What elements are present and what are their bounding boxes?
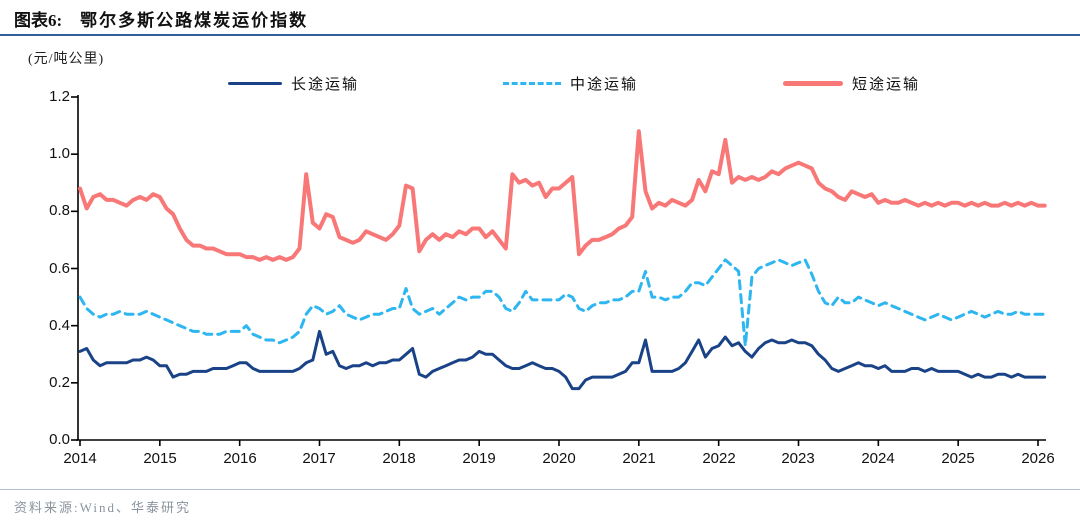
y-tick-label: 0.8 — [49, 202, 70, 219]
x-tick-label: 2021 — [622, 450, 656, 467]
x-tick-label: 2026 — [1021, 450, 1055, 467]
y-tick-label: 0.4 — [49, 317, 70, 334]
long-distance-line-swatch-icon — [228, 81, 282, 85]
legend-label-short-distance: 短途运输 — [852, 76, 921, 93]
x-tick-label: 2023 — [781, 450, 815, 467]
short-distance-line-swatch-icon — [783, 80, 843, 86]
x-tick-label: 2016 — [223, 450, 257, 467]
legend-label-mid-distance: 中途运输 — [570, 76, 639, 93]
mid-distance-dashed-line-swatch-icon — [503, 81, 561, 85]
y-tick-label: 1.2 — [49, 88, 70, 105]
y-tick-label: 0.6 — [49, 260, 70, 277]
x-tick-label: 2022 — [702, 450, 736, 467]
x-tick-label: 2019 — [462, 450, 496, 467]
y-tick-label: 0.0 — [49, 431, 70, 448]
y-tick-label: 0.2 — [49, 374, 70, 391]
source-text: 资料来源:Wind、华泰研究 — [14, 500, 191, 515]
x-tick-label: 2017 — [302, 450, 336, 467]
short-distance-series-line — [78, 129, 1047, 262]
figure-title: 鄂尔多斯公路煤炭运价指数 — [80, 11, 309, 30]
y-tick-label: 1.0 — [49, 145, 70, 162]
chart-legend: 长途运输 中途运输 短途运输 — [0, 72, 1080, 94]
figure-label: 图表6: — [14, 11, 63, 30]
x-tick-label: 2014 — [63, 450, 97, 467]
legend-item-long-distance: 长途运输 — [228, 72, 359, 94]
x-tick-label: 2018 — [382, 450, 416, 467]
footer-rule — [0, 489, 1080, 490]
legend-item-short-distance: 短途运输 — [783, 72, 920, 94]
long-distance-series-line — [78, 329, 1047, 391]
x-tick-label: 2024 — [861, 450, 895, 467]
x-tick-label: 2020 — [542, 450, 576, 467]
y-axis-unit-label: (元/吨公里) — [28, 52, 105, 67]
figure-header: 图表6: 鄂尔多斯公路煤炭运价指数 — [14, 6, 308, 31]
legend-label-long-distance: 长途运输 — [291, 76, 360, 93]
x-tick-label: 2025 — [941, 450, 975, 467]
x-tick-label: 2015 — [143, 450, 177, 467]
header-rule — [0, 34, 1080, 36]
legend-item-mid-distance: 中途运输 — [503, 72, 638, 94]
mid-distance-series-line — [78, 258, 1047, 348]
